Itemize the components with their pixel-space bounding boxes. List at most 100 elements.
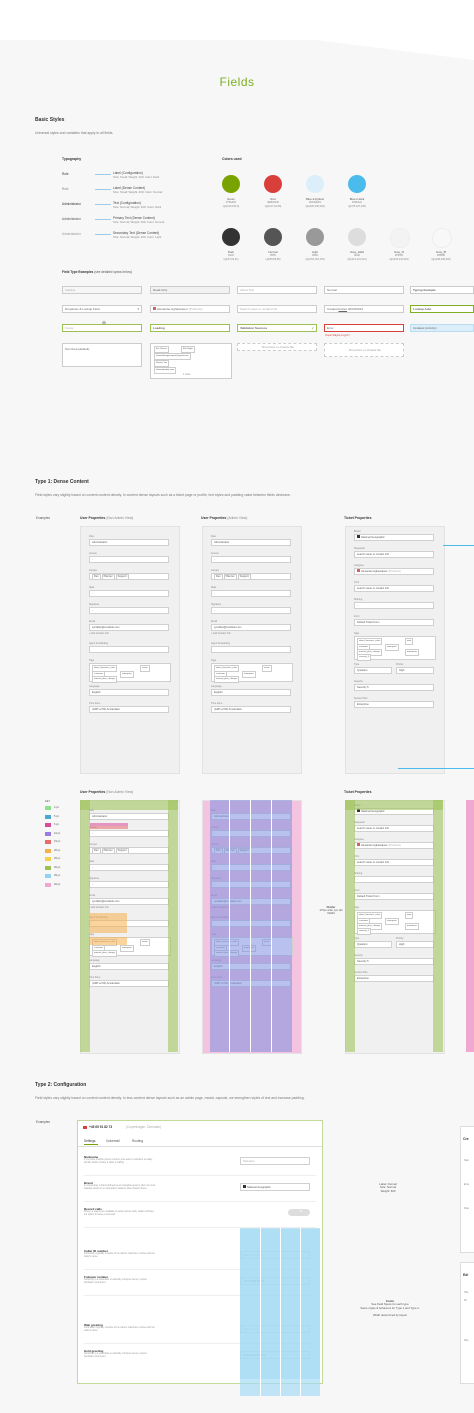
field-input[interactable]: syntdlps@zendesk.com	[89, 624, 169, 631]
field-input[interactable]: -	[354, 602, 434, 609]
typing-field[interactable]: Typing Example	[410, 286, 474, 294]
field-input[interactable]: -	[89, 830, 169, 837]
field-input[interactable]: syntdlps@zendesk.com	[89, 898, 169, 905]
add-contact-link[interactable]: + Add Contact Info	[211, 632, 231, 635]
field-input[interactable]: English	[89, 963, 169, 970]
file-drop-field[interactable]: Drop here or choose file	[237, 343, 317, 351]
field-input[interactable]: -	[211, 607, 291, 614]
field-input[interactable]: (GMT+2:00) Amsterdam	[89, 980, 169, 987]
priority-field[interactable]: High	[396, 941, 434, 948]
user-chip[interactable]: Steven Yim	[154, 360, 170, 367]
group-chip[interactable]: Dev	[92, 574, 101, 579]
field-input[interactable]: search name or contact info	[354, 551, 434, 558]
tag-chip[interactable]: severity_5	[357, 654, 371, 661]
validation-field[interactable]: Validation Success ✓	[237, 324, 317, 332]
field-input[interactable]: Default Ticket Form	[354, 619, 434, 626]
user-chip[interactable]: Erik Boyle	[181, 346, 195, 353]
tag-chip[interactable]: active	[262, 665, 272, 672]
field-input[interactable]: search name or contact info	[354, 859, 434, 866]
group-chip[interactable]: Dev	[92, 848, 101, 853]
field-input[interactable]: search name or contact info	[354, 585, 434, 592]
group-chip[interactable]: Support	[115, 574, 129, 579]
tag-chip[interactable]: enterprise	[120, 671, 134, 678]
field-input[interactable]: -	[211, 590, 291, 597]
tag-chip[interactable]: enterprise	[385, 918, 399, 925]
field-input[interactable]: English	[211, 689, 291, 696]
tab-voicemail[interactable]: Voicemail	[106, 1139, 120, 1143]
updated-field[interactable]: Updated (Activity)	[410, 324, 474, 332]
field-input[interactable]: -	[89, 881, 169, 888]
tab-routing[interactable]: Routing	[132, 1139, 143, 1143]
group-chip[interactable]: Dev	[214, 574, 223, 579]
group-chip[interactable]: Planner	[223, 574, 237, 579]
assignee-field[interactable]: Alexander Aghassipour (Products)	[150, 305, 230, 313]
loading-field[interactable]: Loading	[150, 324, 230, 332]
field-input[interactable]: syntdlps@zendesk.com	[211, 624, 291, 631]
tag-chip[interactable]: metamera	[405, 649, 419, 656]
field-input[interactable]: English	[89, 689, 169, 696]
record-toggle[interactable]: Off	[288, 1209, 310, 1216]
field-input[interactable]: search name or contact info	[354, 825, 434, 832]
email-chip[interactable]: alexanderdoe.com	[154, 367, 176, 374]
group-chip[interactable]: Planner	[101, 574, 115, 579]
group-chip[interactable]: Support	[237, 574, 251, 579]
forwarding-field[interactable]	[89, 646, 169, 653]
type-field[interactable]: Question	[354, 667, 392, 674]
group-chip[interactable]: Planner	[101, 848, 115, 853]
field-input[interactable]: Alexander Aghassipour(Products)	[354, 568, 434, 575]
add-contact-link[interactable]: + Add Contact Info	[89, 632, 109, 635]
lookup-field[interactable]: Search users or contact info	[237, 305, 317, 313]
tag-chip[interactable]: enterprise	[242, 671, 256, 678]
field-input[interactable]: -	[354, 876, 434, 883]
tag-chip[interactable]: enterprise	[385, 644, 399, 651]
tag-chip[interactable]: manual_plan_change	[92, 950, 117, 957]
field-input[interactable]: Enterprise	[354, 701, 434, 708]
field-input[interactable]: (GMT+2:00) Amsterdam	[211, 706, 291, 713]
field-input[interactable]: Severity 5	[354, 684, 434, 691]
field-input[interactable]: Enterprise	[354, 975, 434, 982]
config-field[interactable]: Nickname	[240, 1157, 310, 1165]
tags-field[interactable]: about_business_rules note customer enterpri…	[354, 636, 436, 661]
tag-chip[interactable]: active	[140, 939, 150, 946]
user-chip[interactable]: Eric Bascia	[154, 346, 169, 353]
add-contact-link[interactable]: + Add Contact Info	[89, 906, 109, 909]
tags-field[interactable]: about_business_rules note customer enterpri…	[354, 910, 436, 935]
error-field[interactable]: Error	[324, 324, 404, 332]
tag-chip[interactable]: enterprise	[120, 945, 134, 952]
tag-chip[interactable]: severity_5	[357, 928, 371, 935]
tab-settings[interactable]: Settings	[84, 1139, 96, 1143]
field-input[interactable]: Severity 5	[354, 958, 434, 965]
tag-chip[interactable]: note	[405, 912, 414, 919]
tag-chip[interactable]: manual_plan_change	[92, 676, 117, 683]
file-drop-field-large[interactable]: Drop here or choose file	[324, 343, 404, 357]
about-text-field[interactable]: About Text	[237, 286, 317, 294]
normal-field[interactable]: Normal	[324, 286, 404, 294]
lookup-auto-field[interactable]: Lookup Auto	[410, 305, 474, 313]
field-input[interactable]: -	[89, 556, 169, 563]
field-input[interactable]: Alexander Aghassipour(Products)	[354, 842, 434, 849]
tag-chip[interactable]: active	[140, 665, 150, 672]
field-input[interactable]: Default Ticket Form	[354, 893, 434, 900]
inactive-field[interactable]: Inactive	[62, 286, 142, 294]
email-chip[interactable]: alexanderagassipour@gmail.com	[154, 353, 191, 360]
type-field[interactable]: Question	[354, 941, 392, 948]
focus-field[interactable]: Focus	[62, 324, 142, 332]
tag-chip[interactable]: metamera	[405, 923, 419, 930]
multi-user-field[interactable]: Eric Bascia Erik Boyle alexanderagassipo…	[150, 343, 232, 379]
field-input[interactable]: (GMT+2:00) Amsterdam	[89, 706, 169, 713]
field-input[interactable]: Administrator	[89, 813, 169, 820]
field-input[interactable]: -	[211, 556, 291, 563]
field-input[interactable]: Administrator	[211, 539, 291, 546]
group-chip[interactable]: Support	[115, 848, 129, 853]
field-input[interactable]: Administrator	[89, 539, 169, 546]
tag-chip[interactable]: note	[405, 638, 414, 645]
priority-field[interactable]: High	[396, 667, 434, 674]
date-filter-field[interactable]: Created before 02/20/2014	[324, 305, 404, 313]
config-field[interactable]: National Geographic	[240, 1183, 310, 1191]
field-input[interactable]: -	[89, 590, 169, 597]
